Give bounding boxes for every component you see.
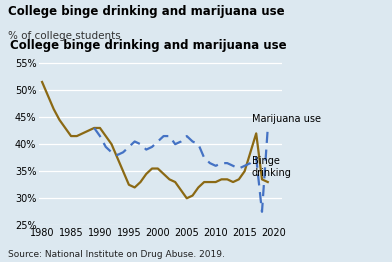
- Text: College binge drinking and marijuana use: College binge drinking and marijuana use: [8, 5, 285, 18]
- Text: % of college students: % of college students: [8, 31, 121, 41]
- Text: Binge
drinking: Binge drinking: [252, 156, 291, 178]
- Text: College binge drinking and marijuana use: College binge drinking and marijuana use: [10, 39, 287, 52]
- Text: Source: National Institute on Drug Abuse. 2019.: Source: National Institute on Drug Abuse…: [8, 250, 225, 259]
- Text: Marijuana use: Marijuana use: [252, 114, 321, 124]
